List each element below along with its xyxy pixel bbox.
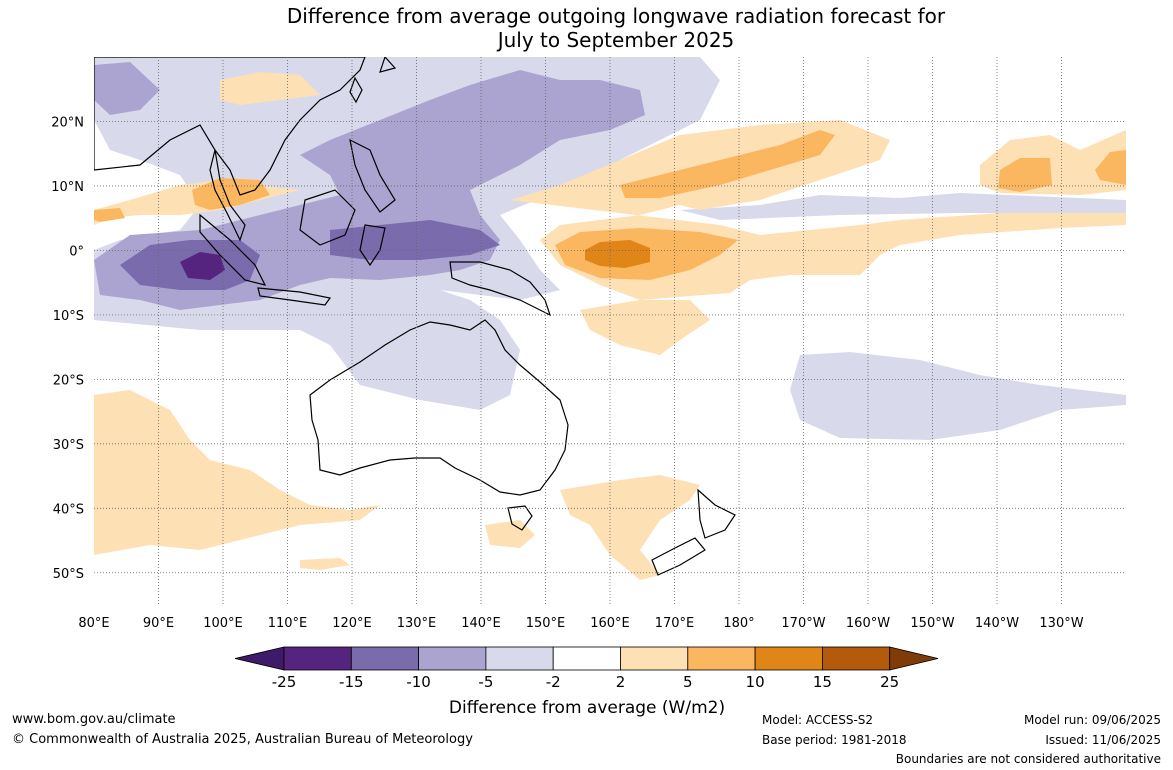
latitude-label: 50°S <box>53 567 84 582</box>
longitude-label: 90°E <box>143 616 174 631</box>
java-outline <box>257 287 332 306</box>
new-zealand-south <box>651 537 706 576</box>
title-line-2: July to September 2025 <box>497 28 735 52</box>
longitude-label: 130°E <box>397 616 437 631</box>
sumatra-outline <box>199 213 267 286</box>
latitude-label: 20°S <box>53 373 84 388</box>
longitude-label: 100°E <box>203 616 243 631</box>
light-orange-southwest <box>94 390 380 555</box>
philippines-outline <box>349 138 396 213</box>
colorbar-tick-label: -5 <box>478 673 493 691</box>
colorbar-max-extension <box>889 646 939 671</box>
colorbar-label: Difference from average (W/m2) <box>449 698 725 718</box>
latitude-label: 30°S <box>53 438 84 453</box>
dark-orange-core <box>585 240 650 268</box>
light-purple-region-east <box>790 352 1126 440</box>
sulawesi-outline <box>359 224 386 267</box>
model-run: Model run: 09/06/2025 <box>1023 713 1161 727</box>
medium-orange-band <box>620 130 835 198</box>
longitude-label: 170°W <box>781 616 825 631</box>
latitude-label: 10°N <box>51 180 84 195</box>
colorbar-min-extension <box>234 646 285 671</box>
malay-peninsula-outline <box>209 149 246 242</box>
copyright: © Commonwealth of Australia 2025, Austra… <box>12 732 473 747</box>
colorbar-tick-label: -10 <box>406 673 431 691</box>
longitude-label: 120°E <box>332 616 372 631</box>
latitude-label: 20°N <box>51 115 84 130</box>
dark-purple-band <box>330 220 500 260</box>
colorbar-segment <box>620 646 689 671</box>
latitude-label: 10°S <box>53 309 84 324</box>
light-orange-tasman <box>560 475 700 580</box>
colorbar-tick-label: -15 <box>339 673 364 691</box>
colorbar-tick-label: -25 <box>272 673 297 691</box>
longitude-label: 80°E <box>78 616 109 631</box>
colorbar-tick-labels: -25 -15 -10 -5 -2 2 5 10 15 25 <box>272 673 899 691</box>
longitude-label: 160°W <box>846 616 890 631</box>
light-orange-north <box>220 72 320 105</box>
longitude-label: 130°W <box>1039 616 1083 631</box>
colorbar-segment <box>754 646 823 671</box>
light-purple-strip <box>680 193 1126 220</box>
longitude-label: 140°E <box>461 616 501 631</box>
light-orange-tasman-2 <box>485 520 535 548</box>
longitude-label: 180° <box>723 616 754 631</box>
coastlines <box>94 57 736 576</box>
longitude-label: 150°W <box>910 616 954 631</box>
medium-orange-east <box>998 158 1052 192</box>
colorbar-segment <box>822 646 891 671</box>
colorbar-tick-label: -2 <box>546 673 561 691</box>
colorbar-segment <box>552 646 621 671</box>
latitude-label: 0° <box>69 244 84 259</box>
colorbar-tick-label: 5 <box>683 673 693 691</box>
colorbar-tick-label: 25 <box>880 673 899 691</box>
longitude-label: 170°E <box>655 616 695 631</box>
longitude-label: 140°W <box>975 616 1019 631</box>
colorbar-segment <box>485 646 554 671</box>
base-period: Base period: 1981-2018 <box>762 733 907 747</box>
darkest-purple-core <box>180 252 225 280</box>
longitude-label: 160°E <box>590 616 630 631</box>
colorbar <box>234 646 939 671</box>
colorbar-segment <box>283 646 352 671</box>
source-url: www.bom.gov.au/climate <box>12 712 176 727</box>
medium-orange-edge <box>94 208 125 222</box>
light-orange-south <box>300 558 350 570</box>
anomaly-shading <box>94 57 1126 605</box>
asia-mainland-outline <box>94 57 366 196</box>
colorbar-tick-label: 10 <box>746 673 765 691</box>
borneo-outline <box>299 189 356 246</box>
colorbar-tick-label: 15 <box>813 673 832 691</box>
latitude-labels: 20°N 10°N 0° 10°S 20°S 30°S 40°S 50°S <box>51 115 84 581</box>
colorbar-segment <box>418 646 487 671</box>
issued-date: Issued: 11/06/2025 <box>1045 733 1161 747</box>
boundaries-disclaimer: Boundaries are not considered authoritat… <box>895 752 1161 766</box>
longitude-labels: 80°E 90°E 100°E 110°E 120°E 130°E 140°E 150°E 16… <box>78 616 1083 631</box>
gridlines <box>94 57 1126 605</box>
colorbar-segment <box>350 646 419 671</box>
medium-orange-far-east <box>1095 150 1126 185</box>
longitude-label: 110°E <box>268 616 308 631</box>
colorbar-tick-label: 2 <box>616 673 626 691</box>
medium-purple-north <box>94 62 160 115</box>
tasmania-outline <box>507 505 533 531</box>
latitude-label: 40°S <box>53 502 84 517</box>
model-name: Model: ACCESS-S2 <box>762 713 874 727</box>
australia-outline <box>309 319 569 496</box>
colorbar-segment <box>687 646 756 671</box>
title-line-1: Difference from average outgoing longwav… <box>286 4 946 28</box>
longitude-label: 150°E <box>526 616 566 631</box>
japan-south-outline <box>379 57 397 73</box>
new-zealand-north <box>697 488 736 539</box>
light-orange-png-east <box>580 300 710 355</box>
